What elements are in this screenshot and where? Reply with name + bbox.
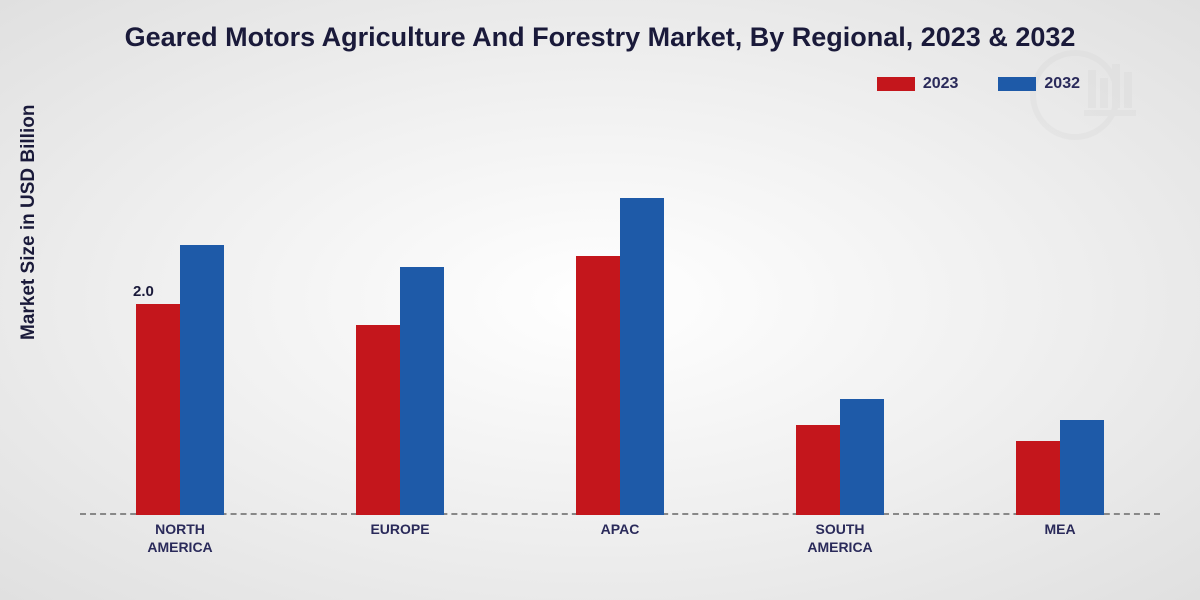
legend-swatch-2032 — [998, 77, 1036, 91]
bar-2032 — [400, 267, 444, 515]
x-axis-label: APAC — [545, 520, 695, 538]
legend-label-2023: 2023 — [923, 75, 959, 93]
bar-group — [545, 198, 695, 515]
bar-2032 — [180, 245, 224, 515]
bar-group — [765, 399, 915, 515]
legend-label-2032: 2032 — [1044, 75, 1080, 93]
chart-title: Geared Motors Agriculture And Forestry M… — [0, 0, 1200, 53]
x-axis-label: SOUTHAMERICA — [765, 520, 915, 556]
legend-item-2023: 2023 — [877, 75, 959, 93]
bar-2023 — [1016, 441, 1060, 515]
y-axis-label: Market Size in USD Billion — [18, 105, 40, 340]
bar-2032 — [620, 198, 664, 515]
x-axis-label: NORTHAMERICA — [105, 520, 255, 556]
bar-group: 2.0 — [105, 245, 255, 515]
x-axis-label: EUROPE — [325, 520, 475, 538]
bar-2032 — [1060, 420, 1104, 515]
legend-swatch-2023 — [877, 77, 915, 91]
legend: 2023 2032 — [877, 75, 1080, 93]
x-axis-label: MEA — [985, 520, 1135, 538]
bar-2023 — [356, 325, 400, 515]
bar-group — [985, 420, 1135, 515]
watermark-icon — [1030, 50, 1140, 145]
x-axis-labels: NORTHAMERICA EUROPE APAC SOUTHAMERICA MEA — [80, 520, 1160, 580]
plot-area: 2.0 — [80, 145, 1160, 515]
bar-2023 — [796, 425, 840, 515]
legend-item-2032: 2032 — [998, 75, 1080, 93]
bar-value-label: 2.0 — [133, 283, 154, 300]
bar-2023 — [136, 304, 180, 515]
bar-2032 — [840, 399, 884, 515]
bar-2023 — [576, 256, 620, 515]
bar-group — [325, 267, 475, 515]
